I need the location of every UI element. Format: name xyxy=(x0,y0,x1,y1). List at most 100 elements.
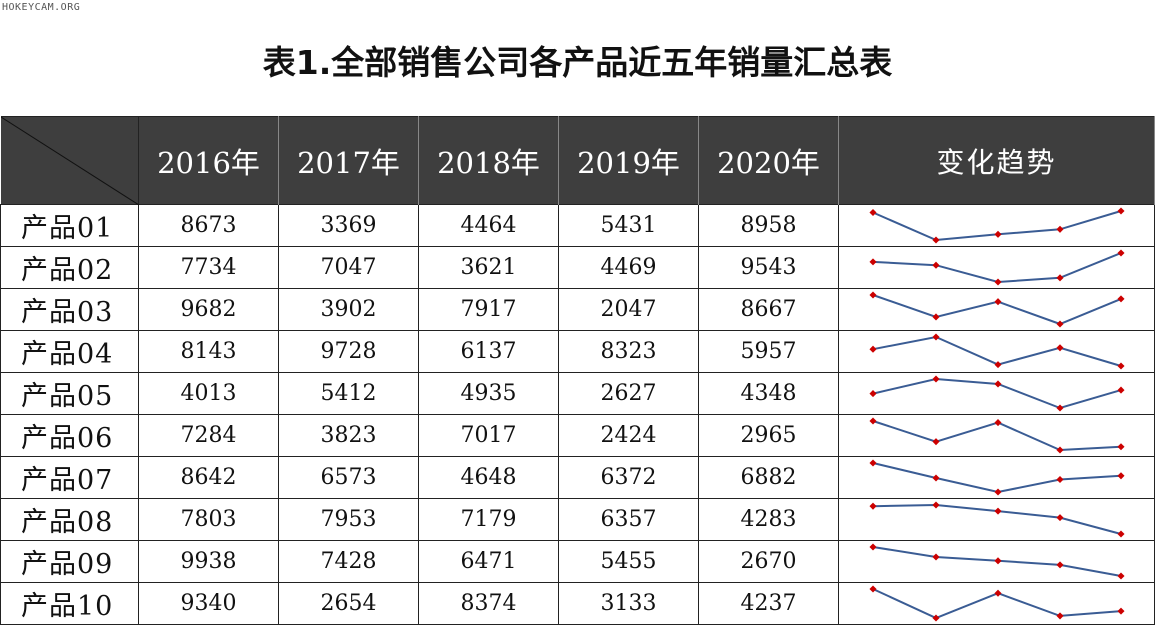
table-row: 产品01 8673 3369 4464 5431 8958 xyxy=(0,204,1155,247)
sparkline-marker xyxy=(932,473,940,482)
sales-value-cell: 3902 xyxy=(278,288,419,331)
sales-value-cell: 4464 xyxy=(418,204,559,247)
sparkline-marker xyxy=(1117,386,1125,394)
sparkline-line xyxy=(872,461,1122,493)
header-row: 2016年 2017年 2018年 2019年 2020年 变化趋势 xyxy=(0,116,1155,205)
sparkline-marker xyxy=(1056,611,1064,619)
sparkline-marker xyxy=(869,345,877,353)
sparkline-marker xyxy=(932,552,940,561)
sparkline-cell xyxy=(838,246,1155,289)
sparkline-marker xyxy=(932,613,940,622)
sparkline-marker xyxy=(1117,248,1125,257)
sales-value-cell: 4935 xyxy=(418,372,559,415)
table-row: 产品10 9340 2654 8374 3133 4237 xyxy=(0,582,1155,625)
sparkline-cell xyxy=(838,204,1155,247)
sales-value-cell: 2424 xyxy=(558,414,699,457)
sparkline-chart xyxy=(869,374,1125,412)
diagonal-line xyxy=(0,117,139,205)
sparkline-line xyxy=(872,419,1122,451)
sparkline-marker xyxy=(869,389,877,397)
sparkline-marker xyxy=(1117,294,1125,302)
table-row: 产品08 7803 7953 7179 6357 4283 xyxy=(0,498,1155,541)
sparkline-cell xyxy=(838,330,1155,373)
sales-value-cell: 8323 xyxy=(558,330,699,373)
sparkline-marker xyxy=(1117,206,1125,215)
sparkline-marker xyxy=(932,332,940,341)
sparkline-marker xyxy=(869,458,877,467)
sparkline-marker xyxy=(1056,225,1064,233)
sparkline-marker xyxy=(1056,319,1064,328)
trend-header: 变化趋势 xyxy=(838,116,1155,205)
sales-value-cell: 3621 xyxy=(418,246,559,289)
sales-value-cell: 8642 xyxy=(138,456,279,499)
sparkline-chart xyxy=(869,290,1125,328)
sparkline-cell xyxy=(838,540,1155,583)
product-name-cell: 产品04 xyxy=(0,330,139,373)
sparkline-marker xyxy=(1056,445,1064,454)
year-header-2018: 2018年 xyxy=(418,116,559,205)
sales-value-cell: 6882 xyxy=(698,456,839,499)
sparkline-marker xyxy=(932,500,940,509)
sales-value-cell: 5455 xyxy=(558,540,699,583)
sparkline-marker xyxy=(869,257,877,265)
sales-value-cell: 7017 xyxy=(418,414,559,457)
sales-value-cell: 9543 xyxy=(698,246,839,289)
sales-value-cell: 8673 xyxy=(138,204,279,247)
sparkline-marker xyxy=(932,437,940,445)
sales-value-cell: 3823 xyxy=(278,414,419,457)
sparkline-marker xyxy=(1056,403,1064,412)
sparkline-marker xyxy=(994,418,1002,426)
sparkline-chart xyxy=(869,416,1125,454)
sparkline-marker xyxy=(1117,471,1125,479)
product-name-cell: 产品05 xyxy=(0,372,139,415)
table-row: 产品09 9938 7428 6471 5455 2670 xyxy=(0,540,1155,583)
sparkline-marker xyxy=(1056,343,1064,351)
sparkline-marker xyxy=(1117,442,1125,450)
sparkline-line xyxy=(872,335,1122,367)
sparkline-marker xyxy=(994,487,1002,496)
sparkline-marker xyxy=(1117,571,1125,580)
sparkline-marker xyxy=(932,312,940,320)
sparkline-marker xyxy=(932,235,940,244)
sales-value-cell: 4013 xyxy=(138,372,279,415)
sales-value-cell: 7179 xyxy=(418,498,559,541)
sparkline-marker xyxy=(994,230,1002,238)
sparkline-cell xyxy=(838,456,1155,499)
sales-value-cell: 4469 xyxy=(558,246,699,289)
table-row: 产品03 9682 3902 7917 2047 8667 xyxy=(0,288,1155,331)
sparkline-cell xyxy=(838,372,1155,415)
table-row: 产品05 4013 5412 4935 2627 4348 xyxy=(0,372,1155,415)
sparkline-chart xyxy=(869,500,1125,538)
sales-value-cell: 6372 xyxy=(558,456,699,499)
sparkline-marker xyxy=(994,507,1002,515)
table-row: 产品04 8143 9728 6137 8323 5957 xyxy=(0,330,1155,373)
sales-value-cell: 7047 xyxy=(278,246,419,289)
sparkline-marker xyxy=(869,290,877,299)
sales-value-cell: 6573 xyxy=(278,456,419,499)
sparkline-chart xyxy=(869,206,1125,244)
sales-value-cell: 5957 xyxy=(698,330,839,373)
sales-value-cell: 2047 xyxy=(558,288,699,331)
sparkline-marker xyxy=(1117,607,1125,615)
sales-value-cell: 4237 xyxy=(698,582,839,625)
sparkline-chart xyxy=(869,248,1125,286)
sparkline-marker xyxy=(1056,560,1064,568)
table-row: 产品02 7734 7047 3621 4469 9543 xyxy=(0,246,1155,289)
sales-value-cell: 5412 xyxy=(278,372,419,415)
product-name-cell: 产品07 xyxy=(0,456,139,499)
sales-value-cell: 4348 xyxy=(698,372,839,415)
year-header-2020: 2020年 xyxy=(698,116,839,205)
sparkline-marker xyxy=(932,261,940,269)
year-header-2016: 2016年 xyxy=(138,116,279,205)
sales-value-cell: 8667 xyxy=(698,288,839,331)
sparkline-marker xyxy=(932,374,940,383)
sales-value-cell: 5431 xyxy=(558,204,699,247)
product-name-cell: 产品01 xyxy=(0,204,139,247)
sparkline-marker xyxy=(1117,361,1125,370)
sales-value-cell: 9938 xyxy=(138,540,279,583)
sales-value-cell: 9682 xyxy=(138,288,279,331)
sparkline-marker xyxy=(869,208,877,216)
sparkline-chart xyxy=(869,332,1125,370)
year-header-2017: 2017年 xyxy=(278,116,419,205)
table-row: 产品06 7284 3823 7017 2424 2965 xyxy=(0,414,1155,457)
